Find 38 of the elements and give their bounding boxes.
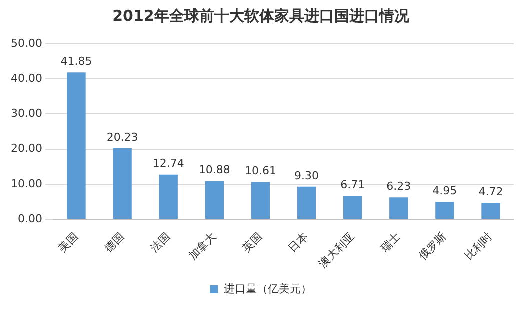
x-tick-label: 比利时 xyxy=(462,230,496,263)
data-label: 20.23 xyxy=(106,130,138,144)
data-label: 6.71 xyxy=(340,178,366,192)
bar xyxy=(297,186,316,220)
bar xyxy=(482,202,500,220)
bar xyxy=(205,181,224,220)
legend-label: 进口量（亿美元） xyxy=(224,282,312,296)
bar xyxy=(159,174,178,220)
y-tick-label: 10.00 xyxy=(10,177,42,190)
bar xyxy=(67,72,86,220)
x-tick-label: 美国 xyxy=(56,230,81,255)
data-label: 10.61 xyxy=(244,164,276,178)
x-tick-label: 加拿大 xyxy=(186,230,219,263)
data-label: 10.88 xyxy=(198,164,230,177)
bar xyxy=(251,182,270,220)
chart-title: 2012年全球前十大软体家具进口国进口情况 xyxy=(112,6,410,25)
x-tick-label: 澳大利亚 xyxy=(316,230,357,270)
y-tick-label: 30.00 xyxy=(10,107,42,120)
y-tick-label: 50.00 xyxy=(10,36,42,50)
y-tick-label: 0.00 xyxy=(18,212,42,226)
data-label: 12.74 xyxy=(152,157,184,170)
bar xyxy=(390,198,408,220)
x-tick-label: 瑞士 xyxy=(378,230,404,255)
bar xyxy=(436,202,454,220)
data-label: 41.85 xyxy=(60,54,92,68)
data-label: 4.72 xyxy=(478,185,504,198)
y-tick-label: 20.00 xyxy=(10,142,42,156)
x-tick-label: 英国 xyxy=(240,230,265,255)
x-tick-label: 俄罗斯 xyxy=(416,230,450,263)
data-label: 6.23 xyxy=(386,180,412,194)
x-tick-label: 德国 xyxy=(102,230,127,255)
bar xyxy=(113,148,132,220)
x-tick-label: 法国 xyxy=(148,230,173,255)
y-tick-label: 40.00 xyxy=(10,72,42,85)
data-label: 4.95 xyxy=(432,184,458,198)
bar xyxy=(343,196,362,220)
x-tick-label: 日本 xyxy=(286,230,311,255)
data-label: 9.30 xyxy=(294,169,320,182)
